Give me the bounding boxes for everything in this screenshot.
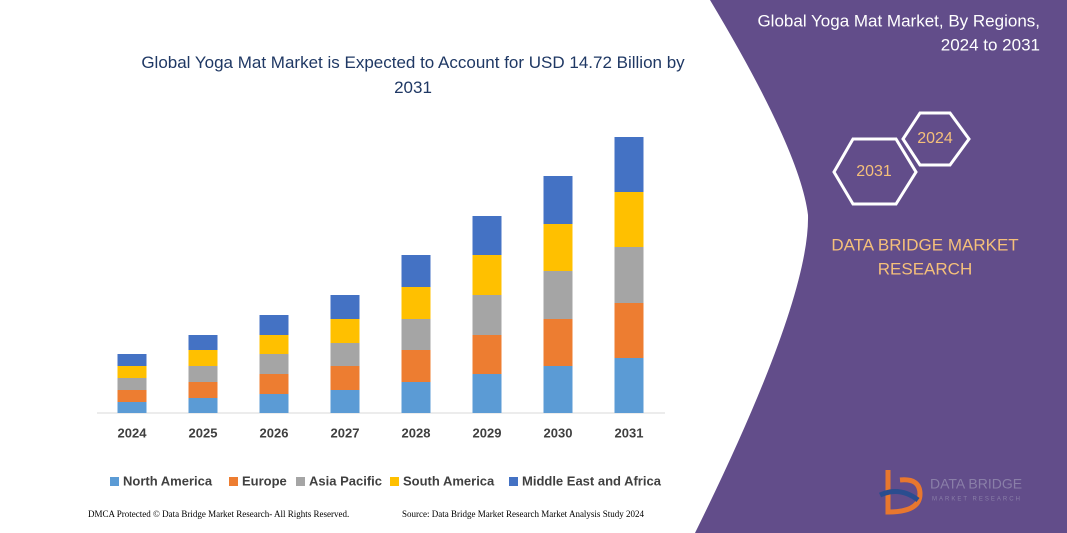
logo-mark [878, 488, 920, 503]
bar-segment [543, 271, 573, 319]
bar-segment [614, 358, 644, 413]
bar-segment [188, 398, 218, 413]
bar-segment [330, 390, 360, 413]
bar-segment [117, 378, 147, 390]
chart-title: Global Yoga Mat Market is Expected to Ac… [141, 53, 685, 97]
bar-segment [259, 374, 289, 394]
bar-segment [259, 335, 289, 354]
x-tick-label: 2026 [260, 425, 289, 440]
bar-segment [117, 390, 147, 402]
legend-swatch [110, 477, 119, 486]
legend-label: Middle East and Africa [522, 473, 662, 488]
x-tick-label: 2027 [331, 425, 360, 440]
x-tick-label: 2024 [118, 425, 148, 440]
bar-segment [330, 295, 360, 319]
bar-segment [401, 255, 431, 287]
bar-segment [259, 315, 289, 335]
bar-segment [614, 137, 644, 192]
legend-label: North America [123, 473, 213, 488]
bar-segment [188, 382, 218, 398]
bar-segment [614, 192, 644, 247]
x-tick-label: 2028 [402, 425, 431, 440]
bar-segment [401, 287, 431, 319]
panel-title: Global Yoga Mat Market, By Regions, [757, 11, 1040, 30]
legend-label: South America [403, 473, 495, 488]
logo-name: DATA BRIDGE [930, 476, 1022, 492]
legend-swatch [229, 477, 238, 486]
bar-segment [543, 224, 573, 271]
hex-label: 2031 [856, 163, 892, 180]
bar-segment [472, 216, 502, 255]
brand: RESEARCH [878, 259, 972, 278]
x-tick-label: 2031 [615, 425, 644, 440]
bar-segment [472, 335, 502, 374]
bar-segment [401, 350, 431, 382]
hex-label: 2024 [917, 130, 953, 147]
footer-left: DMCA Protected © Data Bridge Market Rese… [88, 509, 349, 519]
bar-segment [259, 354, 289, 374]
logo-mark [885, 470, 923, 515]
bar-segment [543, 319, 573, 366]
bar-segment [401, 382, 431, 413]
bar-segment [472, 255, 502, 295]
bar-segment [117, 354, 147, 366]
logo-tagline: MARKET RESEARCH [932, 497, 1022, 503]
bar-segment [330, 366, 360, 390]
bar-segment [188, 350, 218, 366]
bar-segment [117, 366, 147, 378]
bar-segment [401, 319, 431, 350]
legend-swatch [509, 477, 518, 486]
side-panel [695, 0, 1067, 533]
panel-subtitle: 2024 to 2031 [941, 35, 1040, 54]
bar-segment [188, 335, 218, 350]
x-tick-label: 2030 [544, 425, 573, 440]
bar-segment [614, 303, 644, 358]
brand: DATA BRIDGE MARKET [831, 235, 1018, 254]
bar-segment [330, 343, 360, 366]
legend-label: Asia Pacific [309, 473, 382, 488]
hexagon [832, 137, 918, 206]
hexagon [901, 111, 971, 167]
bar-segment [117, 402, 147, 413]
bar-segment [543, 176, 573, 224]
footer-right: Source: Data Bridge Market Research Mark… [402, 509, 644, 519]
legend-swatch [296, 477, 305, 486]
bar-segment [543, 366, 573, 413]
bar-segment [330, 319, 360, 343]
bar-segment [472, 295, 502, 335]
bar-segment [259, 394, 289, 413]
legend-label: Europe [242, 473, 287, 488]
bar-segment [188, 366, 218, 382]
bar-segment [614, 247, 644, 303]
x-tick-label: 2029 [473, 425, 502, 440]
legend-swatch [390, 477, 399, 486]
bar-segment [472, 374, 502, 413]
x-tick-label: 2025 [189, 425, 218, 440]
